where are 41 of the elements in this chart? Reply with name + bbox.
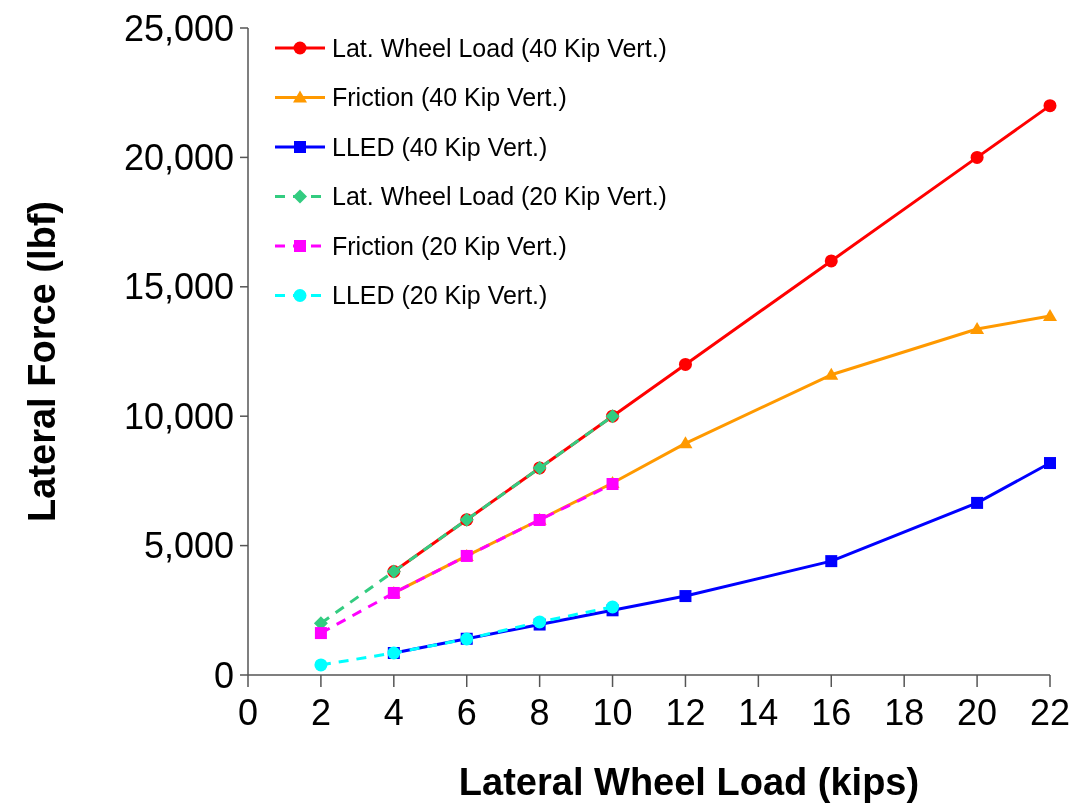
y-tick-label: 10,000 xyxy=(123,395,234,437)
point xyxy=(678,436,693,449)
x-axis-title: Lateral Wheel Load (kips) xyxy=(458,761,920,803)
point xyxy=(314,658,328,672)
point xyxy=(1044,457,1056,470)
x-tick-label: 10 xyxy=(592,692,633,733)
y-axis-title: Lateral Force (lbf) xyxy=(21,201,63,522)
x-tick-label: 6 xyxy=(456,692,477,733)
point xyxy=(971,496,984,509)
legend-label: LLED (20 Kip Vert.) xyxy=(332,281,548,310)
y-tick-label: 0 xyxy=(213,654,234,696)
point xyxy=(606,600,620,614)
point xyxy=(314,627,327,640)
y-tick-label: 20,000 xyxy=(123,137,234,178)
point xyxy=(1043,309,1057,322)
point xyxy=(970,321,985,334)
y-tick-label: 15,000 xyxy=(123,266,234,308)
x-tick-label: 2 xyxy=(310,692,331,733)
legend-label: Friction (20 Kip Vert.) xyxy=(332,231,567,260)
point xyxy=(825,555,838,568)
legend-label: LLED (40 Kip Vert.) xyxy=(332,132,548,161)
x-tick-label: 14 xyxy=(738,692,779,733)
legend-label: Friction (40 Kip Vert.) xyxy=(332,83,567,112)
x-tick-label: 12 xyxy=(665,692,706,733)
point xyxy=(678,357,692,371)
y-tick-label: 25,000 xyxy=(123,7,234,49)
x-tick-label: 8 xyxy=(529,692,550,733)
point xyxy=(824,254,838,268)
point xyxy=(1043,99,1057,113)
x-tick-label: 20 xyxy=(957,692,998,733)
point xyxy=(824,367,839,380)
legend-label: Lat. Wheel Load (40 Kip Vert.) xyxy=(332,33,667,62)
legend-label: Lat. Wheel Load (20 Kip Vert.) xyxy=(332,182,667,211)
y-tick-label: 5,000 xyxy=(143,525,234,567)
x-tick-label: 18 xyxy=(884,692,925,733)
x-tick-label: 4 xyxy=(383,692,404,733)
x-tick-label: 22 xyxy=(1029,692,1071,733)
x-tick-label: 16 xyxy=(811,692,852,733)
point xyxy=(679,590,692,603)
point xyxy=(970,150,984,164)
x-tick-label: 0 xyxy=(237,692,259,733)
